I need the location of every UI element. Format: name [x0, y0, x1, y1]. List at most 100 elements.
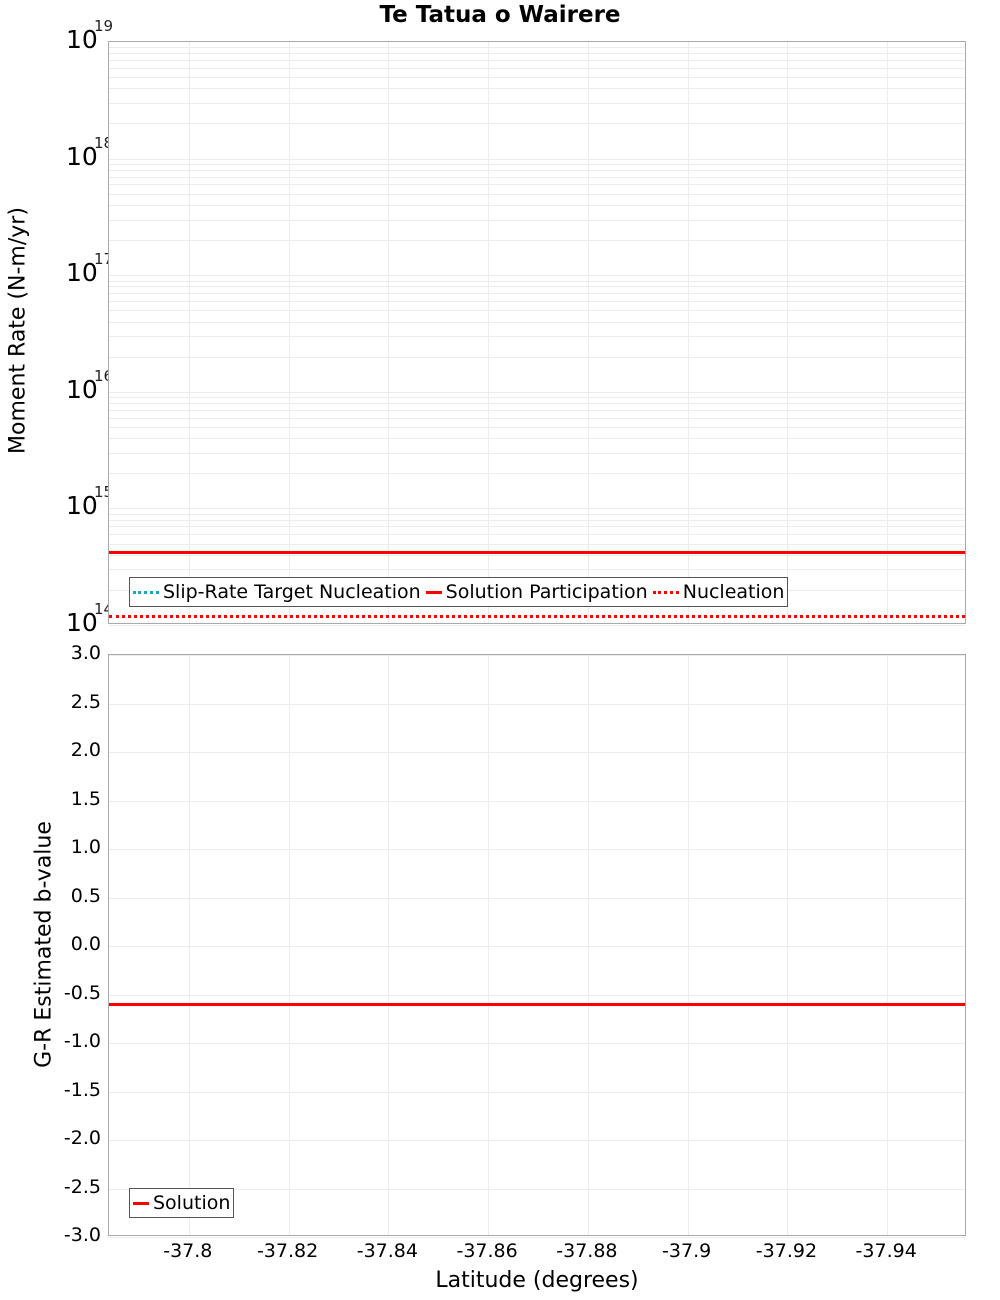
- gridline-horizontal: [109, 205, 965, 206]
- gridline-horizontal: [109, 240, 965, 241]
- gridline-horizontal: [109, 453, 965, 454]
- x-tick-label: -37.88: [556, 1240, 617, 1262]
- gridline-horizontal: [109, 53, 965, 54]
- bottom-legend: Solution: [129, 1188, 234, 1218]
- gridline-horizontal: [109, 410, 965, 411]
- gridline-vertical: [887, 42, 888, 623]
- gridline-horizontal: [109, 438, 965, 439]
- gridline-horizontal: [109, 508, 965, 509]
- legend-item-slip-rate-target: Slip-Rate Target Nucleation: [133, 581, 421, 603]
- gridline-vertical: [787, 42, 788, 623]
- gridline-horizontal: [109, 177, 965, 178]
- gridline-horizontal: [109, 849, 965, 850]
- gridline-horizontal: [109, 1140, 965, 1141]
- gridline-horizontal: [109, 655, 965, 656]
- nucleation-line: [109, 615, 965, 618]
- gridline-horizontal: [109, 555, 965, 556]
- gridline-horizontal: [109, 544, 965, 545]
- gridline-vertical: [488, 42, 489, 623]
- gridline-horizontal: [109, 336, 965, 337]
- gridline-vertical: [787, 655, 788, 1235]
- gridline-vertical: [688, 42, 689, 623]
- solution-participation-line: [109, 551, 965, 554]
- gridline-horizontal: [109, 403, 965, 404]
- gridline-horizontal: [109, 68, 965, 69]
- gridline-vertical: [887, 655, 888, 1235]
- y-tick-label: -1.0: [40, 1030, 101, 1052]
- gridline-vertical: [488, 655, 489, 1235]
- gridline-horizontal: [109, 418, 965, 419]
- gridline-horizontal: [109, 1237, 965, 1238]
- gridline-horizontal: [109, 473, 965, 474]
- legend-label: Solution: [153, 1192, 230, 1214]
- x-axis-label: Latitude (degrees): [37, 1268, 1000, 1293]
- y-tick-label: 1018: [66, 142, 98, 171]
- legend-item-solution-participation: Solution Participation: [426, 581, 648, 603]
- y-tick-label: 1017: [66, 258, 98, 287]
- gridline-horizontal: [109, 1189, 965, 1190]
- gridline-horizontal: [109, 293, 965, 294]
- red-solid-line-icon: [133, 1202, 149, 1205]
- gridline-horizontal: [109, 159, 965, 160]
- gridline-horizontal: [109, 47, 965, 48]
- red-dotted-line-icon: [653, 591, 679, 594]
- gridline-vertical: [588, 42, 589, 623]
- y-tick-label: 3.0: [40, 642, 101, 664]
- y-tick-label: 2.0: [40, 739, 101, 761]
- x-tick-label: -37.82: [257, 1240, 318, 1262]
- y-tick-label: 1019: [66, 25, 98, 54]
- gridline-horizontal: [109, 995, 965, 996]
- gridline-horizontal: [109, 514, 965, 515]
- gridline-vertical: [588, 655, 589, 1235]
- top-legend: Slip-Rate Target Nucleation Solution Par…: [129, 577, 788, 607]
- gridline-horizontal: [109, 281, 965, 282]
- y-tick-label: 0.0: [40, 933, 101, 955]
- solution-line: [109, 1003, 965, 1006]
- top-y-axis-label: Moment Rate (N-m/yr): [6, 191, 31, 471]
- gridline-horizontal: [109, 752, 965, 753]
- gridline-horizontal: [109, 704, 965, 705]
- legend-item-solution: Solution: [133, 1192, 230, 1214]
- b-value-plot: [108, 654, 966, 1236]
- gridline-horizontal: [109, 286, 965, 287]
- moment-rate-plot: [108, 41, 966, 624]
- y-tick-label: -3.0: [40, 1224, 101, 1246]
- gridline-vertical: [189, 655, 190, 1235]
- gridline-horizontal: [109, 392, 965, 393]
- legend-label: Solution Participation: [446, 581, 648, 603]
- gridline-horizontal: [109, 275, 965, 276]
- gridline-horizontal: [109, 88, 965, 89]
- x-tick-label: -37.84: [357, 1240, 418, 1262]
- gridline-horizontal: [109, 357, 965, 358]
- x-tick-label: -37.8: [163, 1240, 212, 1262]
- x-tick-label: -37.94: [856, 1240, 917, 1262]
- gridline-horizontal: [109, 898, 965, 899]
- y-tick-label: 1015: [66, 491, 98, 520]
- gridline-horizontal: [109, 1043, 965, 1044]
- y-tick-label: 1.5: [40, 788, 101, 810]
- y-tick-label: 2.5: [40, 691, 101, 713]
- gridline-horizontal: [109, 164, 965, 165]
- y-tick-label: 0.5: [40, 885, 101, 907]
- chart-title: Te Tatua o Wairere: [0, 0, 1000, 30]
- y-tick-label: -2.5: [40, 1176, 101, 1198]
- red-solid-line-icon: [426, 591, 442, 594]
- legend-item-nucleation: Nucleation: [653, 581, 785, 603]
- gridline-horizontal: [109, 625, 965, 626]
- gridline-horizontal: [109, 801, 965, 802]
- y-tick-label: -1.5: [40, 1079, 101, 1101]
- gridline-horizontal: [109, 520, 965, 521]
- gridline-horizontal: [109, 123, 965, 124]
- x-tick-label: -37.9: [662, 1240, 711, 1262]
- gridline-horizontal: [109, 526, 965, 527]
- y-tick-label: -2.0: [40, 1127, 101, 1149]
- y-tick-label: 1.0: [40, 836, 101, 858]
- y-tick-label: 1014: [66, 608, 98, 637]
- gridline-horizontal: [109, 184, 965, 185]
- gridline-horizontal: [109, 103, 965, 104]
- gridline-vertical: [289, 42, 290, 623]
- gridline-horizontal: [109, 220, 965, 221]
- x-tick-label: -37.92: [756, 1240, 817, 1262]
- gridline-horizontal: [109, 569, 965, 570]
- gridline-horizontal: [109, 534, 965, 535]
